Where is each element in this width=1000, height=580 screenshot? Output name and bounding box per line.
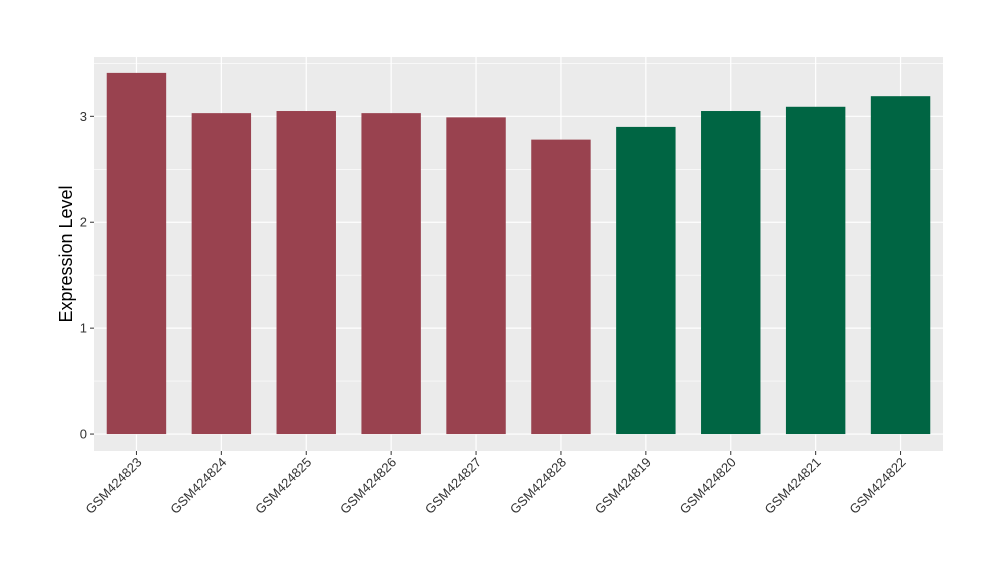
y-axis-title: Expression Level bbox=[56, 185, 76, 322]
x-tick-label: GSM424822 bbox=[846, 455, 908, 517]
x-tick-label: GSM424821 bbox=[762, 455, 824, 517]
y-tick-label: 3 bbox=[80, 109, 87, 124]
bar-GSM424828 bbox=[531, 139, 591, 435]
bar-GSM424824 bbox=[191, 113, 252, 435]
bar-GSM424825 bbox=[276, 111, 336, 435]
bar-GSM424821 bbox=[785, 106, 846, 435]
y-tick-label: 1 bbox=[80, 321, 87, 336]
x-tick-label: GSM424824 bbox=[167, 455, 229, 517]
x-tick-label: GSM424827 bbox=[422, 455, 484, 517]
x-axis-ticks: GSM424823 GSM424824 GSM424825 GSM424826 GSM4… bbox=[82, 451, 909, 517]
x-tick-label: GSM424825 bbox=[252, 455, 314, 517]
bar-GSM424819 bbox=[616, 126, 676, 435]
y-tick-label: 2 bbox=[80, 215, 87, 230]
bar-GSM424823 bbox=[106, 72, 167, 435]
bar-GSM424820 bbox=[701, 111, 761, 435]
x-tick-label: GSM424823 bbox=[82, 455, 144, 517]
bar-GSM424827 bbox=[446, 117, 506, 435]
x-tick-label: GSM424828 bbox=[507, 455, 569, 517]
x-tick-label: GSM424826 bbox=[337, 455, 399, 517]
bar-GSM424822 bbox=[870, 96, 931, 435]
x-tick-label: GSM424819 bbox=[592, 455, 654, 517]
y-axis-ticks: 0 1 2 3 bbox=[80, 109, 94, 442]
x-tick-label: GSM424820 bbox=[677, 455, 739, 517]
bar-GSM424826 bbox=[361, 113, 421, 435]
y-tick-label: 0 bbox=[80, 427, 87, 442]
bars bbox=[106, 72, 931, 435]
